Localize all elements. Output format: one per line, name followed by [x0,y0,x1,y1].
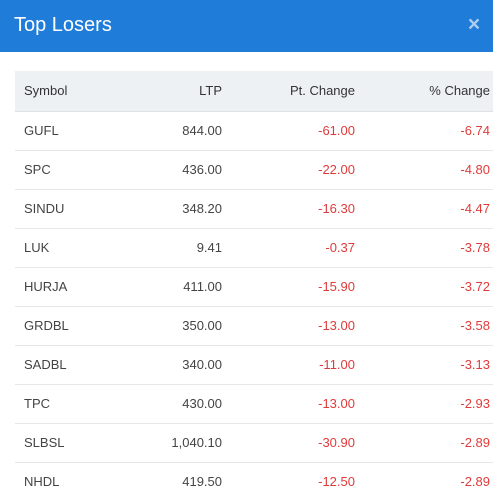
cell-pt-change: -13.00 [222,306,355,346]
cell-symbol: GUFL [15,111,129,151]
cell-symbol: GRDBL [15,306,129,346]
cell-pct-change: -2.89 [355,423,493,463]
table-row[interactable]: GRDBL 350.00 -13.00 -3.58 [15,306,493,346]
cell-pct-change: -4.80 [355,150,493,190]
table-row[interactable]: SPC 436.00 -22.00 -4.80 [15,150,493,190]
table-row[interactable]: TPC 430.00 -13.00 -2.93 [15,384,493,424]
cell-ltp: 1,040.10 [129,423,222,463]
cell-pct-change: -3.72 [355,267,493,307]
modal-header: Top Losers × [0,0,493,52]
cell-ltp: 430.00 [129,384,222,424]
cell-ltp: 844.00 [129,111,222,151]
table-row[interactable]: SINDU 348.20 -16.30 -4.47 [15,189,493,229]
cell-pct-change: -2.93 [355,384,493,424]
table-row[interactable]: LUK 9.41 -0.37 -3.78 [15,228,493,268]
cell-ltp: 411.00 [129,267,222,307]
cell-pct-change: -3.58 [355,306,493,346]
cell-pt-change: -12.50 [222,462,355,497]
close-icon[interactable]: × [467,13,481,36]
table-row[interactable]: NHDL 419.50 -12.50 -2.89 [15,462,493,497]
cell-pt-change: -13.00 [222,384,355,424]
losers-table-container: Symbol LTP Pt. Change % Change GUFL 844.… [15,71,493,497]
cell-ltp: 348.20 [129,189,222,229]
cell-pct-change: -4.47 [355,189,493,229]
cell-pct-change: -3.13 [355,345,493,385]
cell-pt-change: -16.30 [222,189,355,229]
cell-symbol: NHDL [15,462,129,497]
cell-pt-change: -15.90 [222,267,355,307]
cell-pct-change: -2.89 [355,462,493,497]
cell-ltp: 340.00 [129,345,222,385]
cell-pt-change: -61.00 [222,111,355,151]
table-header-row: Symbol LTP Pt. Change % Change [15,71,493,112]
cell-ltp: 419.50 [129,462,222,497]
table-row[interactable]: SLBSL 1,040.10 -30.90 -2.89 [15,423,493,463]
cell-pt-change: -22.00 [222,150,355,190]
cell-ltp: 436.00 [129,150,222,190]
cell-ltp: 9.41 [129,228,222,268]
cell-symbol: SLBSL [15,423,129,463]
losers-table: Symbol LTP Pt. Change % Change GUFL 844.… [15,71,493,497]
cell-symbol: SADBL [15,345,129,385]
cell-pct-change: -3.78 [355,228,493,268]
column-header-ltp[interactable]: LTP [129,71,222,112]
cell-symbol: TPC [15,384,129,424]
column-header-pct-change[interactable]: % Change [355,71,493,112]
cell-symbol: LUK [15,228,129,268]
cell-symbol: SINDU [15,189,129,229]
cell-pt-change: -0.37 [222,228,355,268]
table-row[interactable]: HURJA 411.00 -15.90 -3.72 [15,267,493,307]
cell-pt-change: -11.00 [222,345,355,385]
table-row[interactable]: GUFL 844.00 -61.00 -6.74 [15,111,493,151]
cell-pct-change: -6.74 [355,111,493,151]
column-header-symbol[interactable]: Symbol [15,71,129,112]
cell-pt-change: -30.90 [222,423,355,463]
cell-ltp: 350.00 [129,306,222,346]
table-row[interactable]: SADBL 340.00 -11.00 -3.13 [15,345,493,385]
column-header-pt-change[interactable]: Pt. Change [222,71,355,112]
cell-symbol: HURJA [15,267,129,307]
cell-symbol: SPC [15,150,129,190]
modal-title: Top Losers [14,14,112,36]
